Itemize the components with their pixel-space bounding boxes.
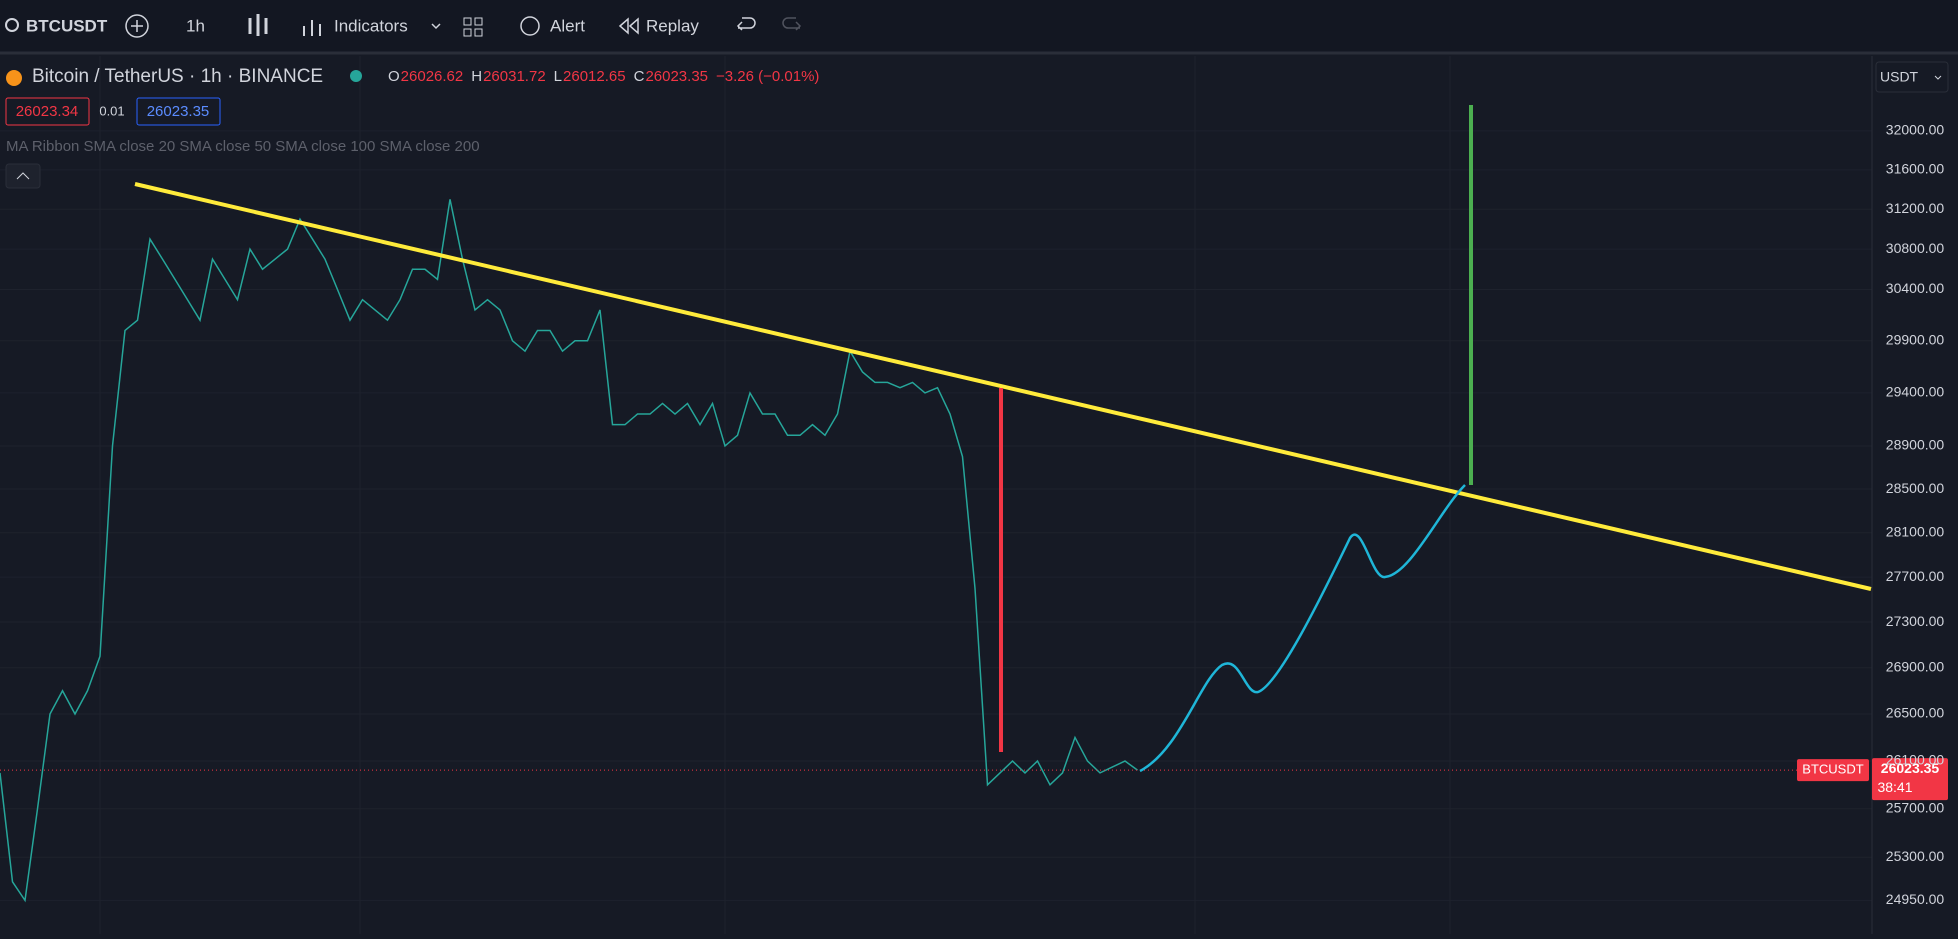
ohlc-value: 26026.62 (401, 68, 464, 85)
price-line (0, 199, 1138, 903)
symbol[interactable]: BTCUSDT (26, 16, 108, 35)
symbol-title: Bitcoin / TetherUS · 1h · BINANCE (32, 66, 323, 87)
layout-button (463, 28, 472, 37)
currency: USDT (1880, 69, 1919, 85)
search-icon[interactable] (5, 18, 19, 32)
currency-button[interactable] (1875, 61, 1949, 93)
y-tick-label: 25700.00 (1886, 799, 1945, 815)
alert-button[interactable]: Alert (550, 16, 585, 35)
y-tick-label: 26500.00 (1886, 705, 1945, 721)
y-tick-label: 28900.00 (1886, 437, 1945, 453)
y-tick-label: 32000.00 (1886, 122, 1945, 138)
dropdown[interactable] (431, 23, 441, 30)
compare-button[interactable] (125, 14, 149, 38)
y-tick-label: 29400.00 (1886, 384, 1945, 400)
layout-button[interactable] (463, 17, 472, 26)
y-tick-label: 28500.00 (1886, 480, 1945, 496)
y-tick-label: 30800.00 (1886, 240, 1945, 256)
ask-box[interactable] (136, 97, 221, 126)
y-tick-label: 30400.00 (1886, 280, 1945, 296)
ohlc-label: H (471, 68, 482, 85)
y-tick-label: 24950.00 (1886, 891, 1945, 907)
price-tag (1872, 758, 1948, 801)
ohlc-label: C (634, 68, 645, 85)
replay-icon (618, 17, 639, 35)
ohlc-value: 26012.65 (563, 68, 626, 85)
ask: 26023.35 (147, 103, 210, 120)
price-tags: BTCUSDT 26023.35 38:41 (1797, 758, 1948, 801)
toolbar (0, 0, 1958, 52)
ohlc-label: O (388, 68, 400, 85)
countdown: 38:41 (1877, 779, 1912, 795)
collapse-icon (16, 172, 30, 180)
y-tick-label: 27300.00 (1886, 613, 1945, 629)
y-tick-label: 27700.00 (1886, 568, 1945, 584)
alert-icon (520, 16, 540, 36)
symbol-tag (1797, 759, 1869, 782)
redo-button[interactable] (782, 17, 802, 31)
market-status (350, 70, 362, 82)
ohlc-value: 26023.35 (645, 68, 708, 85)
y-tick-label: 26900.00 (1886, 658, 1945, 674)
spread: 0.01 (99, 103, 124, 118)
y-tick-label: 25300.00 (1886, 848, 1945, 864)
layout-button (474, 17, 483, 26)
price-tag-value: 26023.35 (1881, 760, 1940, 776)
replay-button[interactable]: Replay (646, 16, 699, 35)
y-tick-label: 26100.00 (1886, 752, 1945, 768)
indicator-legend: MA Ribbon SMA close 20 SMA close 50 SMA … (6, 138, 480, 155)
grid (0, 56, 1872, 934)
ohlc: O 26026.62 H 26031.72 L 26012.65 C 26023.35 −3.2… (388, 68, 819, 85)
y-tick-label: 31200.00 (1886, 200, 1945, 216)
bid-box[interactable] (5, 97, 90, 126)
y-tick-label: 29900.00 (1886, 331, 1945, 347)
indicators-icon (303, 20, 321, 36)
plus-icon (131, 20, 143, 32)
y-tick-label: 28100.00 (1886, 523, 1945, 539)
undo-button[interactable] (736, 17, 756, 31)
projection-path[interactable] (1139, 484, 1466, 773)
y-tick-label: 31600.00 (1886, 161, 1945, 177)
layout-button (474, 28, 483, 37)
dropdown (1934, 75, 1942, 80)
bid: 26023.34 (16, 103, 79, 120)
plot (0, 199, 1872, 903)
btc-logo (6, 70, 22, 86)
symbol-tag-text: BTCUSDT (1802, 762, 1863, 777)
ohlc-value: 26031.72 (483, 68, 546, 85)
change: −3.26 (−0.01%) (716, 68, 819, 85)
ohlc-label: L (554, 68, 562, 85)
trendline[interactable] (134, 182, 1872, 591)
interval[interactable]: 1h (186, 16, 205, 35)
indicators-button[interactable]: Indicators (334, 16, 408, 35)
collapse-button[interactable] (5, 163, 41, 189)
chart-style-button[interactable] (248, 14, 268, 36)
